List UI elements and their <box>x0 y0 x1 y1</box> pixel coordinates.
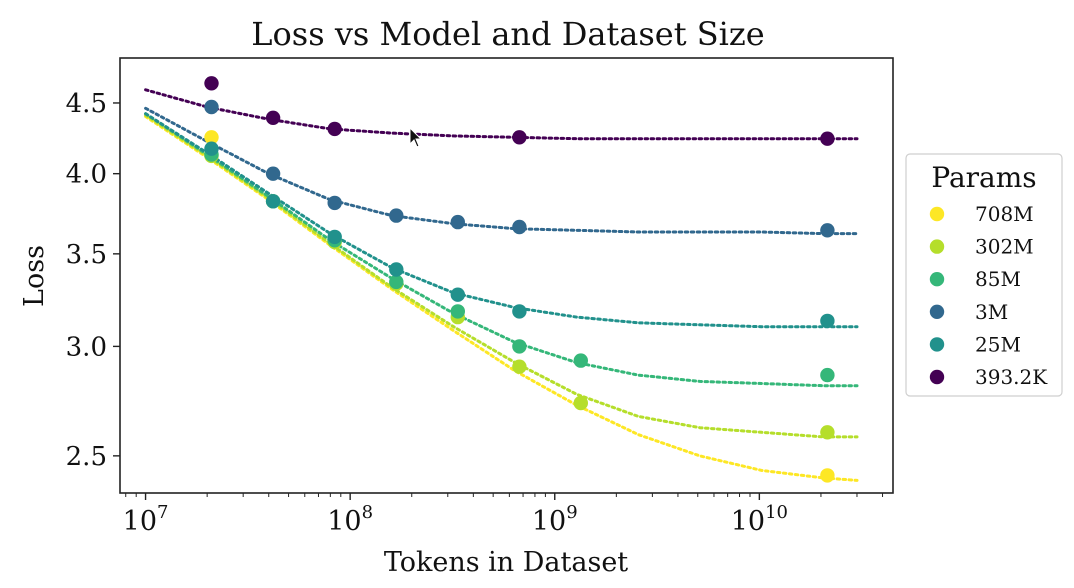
legend-marker-5 <box>929 369 945 385</box>
x-tick-label-1: 108 <box>327 502 373 537</box>
y-tick-label-4: 4.5 <box>66 89 107 119</box>
point-2-7 <box>820 367 835 383</box>
point-2-4 <box>450 304 465 319</box>
point-4-4 <box>450 287 465 302</box>
y-axis-label: Loss <box>19 245 50 307</box>
point-2-5 <box>512 339 527 354</box>
point-5-3 <box>512 130 527 145</box>
point-0-0 <box>204 130 219 145</box>
y-tick-label-2: 3.5 <box>66 240 107 270</box>
point-2-6 <box>573 353 588 368</box>
legend-marker-4 <box>929 337 945 352</box>
point-1-6 <box>573 395 588 411</box>
x-tick-label-0: 107 <box>123 502 169 537</box>
fit-line-0 <box>144 115 859 482</box>
fit-line-4 <box>144 112 859 329</box>
legend-title: Params <box>931 161 1036 194</box>
point-0-1 <box>820 468 835 483</box>
point-4-3 <box>389 262 404 277</box>
point-2-3 <box>389 274 404 290</box>
legend-label-5: 393.2K <box>975 365 1048 389</box>
legend-marker-1 <box>929 239 945 254</box>
y-tick-label-1: 3.0 <box>66 332 107 362</box>
point-5-2 <box>327 121 342 137</box>
point-1-7 <box>820 425 835 440</box>
point-5-1 <box>265 110 281 126</box>
x-tick-label-2: 109 <box>532 502 578 537</box>
point-5-0 <box>204 76 219 91</box>
legend-label-0: 708M <box>975 202 1034 226</box>
point-3-1 <box>265 166 281 181</box>
legend-marker-3 <box>929 304 945 319</box>
legend-box <box>905 153 1063 397</box>
point-4-6 <box>820 313 835 329</box>
legend-marker-2 <box>929 272 945 287</box>
fit-line-5 <box>144 88 859 141</box>
legend: Params 708M 302M 85M 3M 25M 393.2K <box>905 153 1063 397</box>
plot-frame <box>119 57 894 494</box>
point-1-5 <box>512 359 527 374</box>
point-3-5 <box>512 219 527 235</box>
point-4-5 <box>512 304 527 319</box>
legend-label-2: 85M <box>975 267 1021 291</box>
point-3-3 <box>389 208 404 223</box>
legend-label-4: 25M <box>975 332 1021 356</box>
fit-line-1 <box>144 113 859 439</box>
legend-label-3: 3M <box>975 300 1008 324</box>
point-3-0 <box>204 99 219 115</box>
point-5-4 <box>820 131 835 146</box>
y-tick-label-0: 2.5 <box>66 442 107 472</box>
point-3-6 <box>820 223 835 238</box>
y-tick-label-3: 4.0 <box>66 160 107 190</box>
fit-line-3 <box>144 106 859 236</box>
point-4-0 <box>204 141 219 156</box>
mouse-cursor-icon <box>409 126 423 148</box>
x-tick-label-3: 1010 <box>731 502 788 537</box>
point-4-2 <box>327 229 342 245</box>
fit-line-2 <box>144 112 859 388</box>
point-4-1 <box>265 194 281 209</box>
point-3-2 <box>327 195 342 211</box>
point-3-4 <box>450 214 465 230</box>
x-axis-label: Tokens in Dataset <box>384 547 628 578</box>
legend-marker-0 <box>929 206 945 222</box>
chart-title: Loss vs Model and Dataset Size <box>251 15 764 53</box>
legend-label-1: 302M <box>975 235 1034 259</box>
